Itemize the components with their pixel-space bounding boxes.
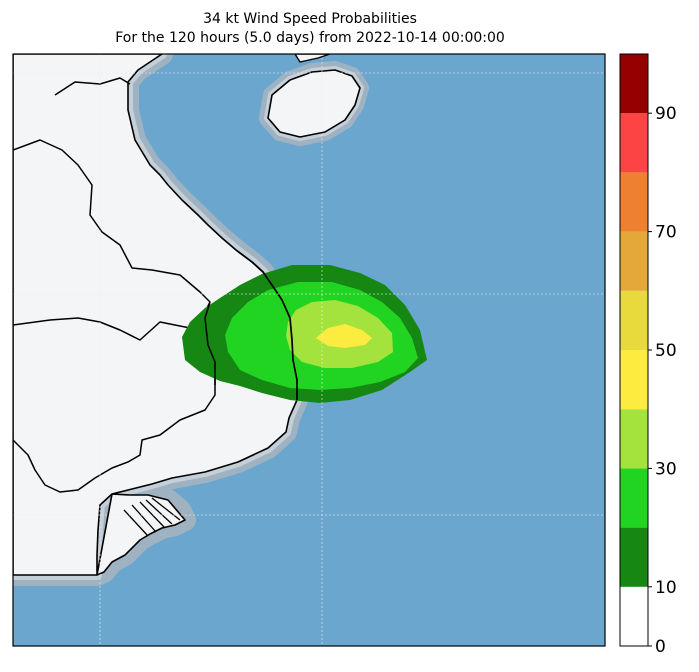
- delta-channels: [123, 497, 181, 537]
- map-area: [13, 54, 605, 646]
- colorbar-band: [620, 54, 648, 114]
- colorbar-band: [620, 468, 648, 528]
- colorbar-tick-label: 30: [655, 459, 677, 479]
- gridlines: [13, 54, 605, 646]
- colorbar-tick-label: 10: [655, 578, 677, 598]
- colorbar-tick-label: 70: [655, 223, 677, 243]
- colorbar-band: [620, 113, 648, 173]
- mainland-land: [13, 54, 298, 576]
- colorbar-band: [620, 586, 648, 646]
- colorbar-band: [620, 231, 648, 291]
- colorbar-tick-label: 0: [655, 637, 666, 657]
- china-coast-fragment: [294, 54, 331, 63]
- colorbar-band: [620, 527, 648, 587]
- chart-subtitle: For the 120 hours (5.0 days) from 2022-1…: [115, 30, 505, 46]
- colorbar-band: [620, 350, 648, 410]
- prob-region-30-40: [316, 324, 372, 348]
- colorbar-tick-label: 90: [655, 104, 677, 124]
- colorbar-band: [620, 409, 648, 469]
- hainan-island: [267, 69, 361, 138]
- colorbar-tick-label: 50: [655, 341, 677, 361]
- coastline-over: [235, 249, 298, 400]
- colorbar-band: [620, 290, 648, 350]
- admin-border-over: [204, 301, 216, 385]
- chart-title: 34 kt Wind Speed Probabilities: [203, 11, 417, 27]
- map-frame: [12, 53, 606, 647]
- colorbar: 0 10 30 50 70 90: [619, 53, 677, 657]
- colorbar-band: [620, 172, 648, 232]
